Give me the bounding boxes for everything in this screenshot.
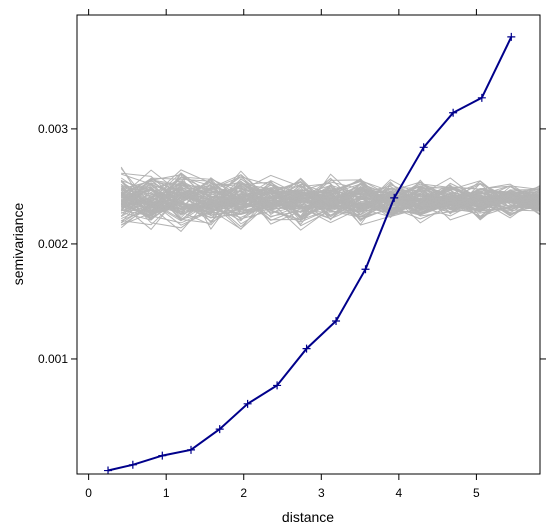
observed-point-marker (332, 317, 341, 325)
observed-point-marker (104, 466, 113, 475)
y-tick-label: 0.003 (38, 122, 68, 136)
observed-point-marker (243, 399, 252, 408)
simulated-line (121, 180, 541, 225)
x-tick-label: 0 (85, 486, 92, 500)
observed-point-marker (419, 143, 428, 152)
plot-frame (76, 14, 541, 475)
observed-point-marker (128, 460, 137, 469)
simulated-line (120, 190, 541, 226)
x-axis-title: distance (282, 509, 334, 525)
axes: 0 1 2 3 4 5 0.001 0.002 0.003 (38, 9, 546, 500)
observed-point-marker (477, 93, 486, 102)
simulated-line (121, 184, 541, 221)
observed-point-marker (187, 445, 196, 454)
x-tick-label: 2 (240, 486, 247, 500)
y-axis-title: semivariance (10, 203, 26, 286)
simulated-line (120, 183, 541, 211)
simulated-line (120, 187, 541, 233)
x-tick-label: 4 (396, 486, 403, 500)
observed-point-marker (361, 265, 370, 274)
x-tick-label: 1 (163, 486, 170, 500)
simulated-line (120, 176, 541, 219)
simulated-line (120, 181, 541, 221)
observed-point-marker (215, 425, 224, 434)
observed-point-marker (302, 344, 311, 353)
simulated-line (121, 186, 541, 226)
y-tick-label: 0.001 (38, 352, 68, 366)
simulated-line (120, 179, 541, 221)
observed-point-marker (158, 451, 167, 460)
observed-series (104, 32, 516, 475)
simulated-line (120, 181, 541, 224)
observed-line (107, 36, 513, 472)
x-tick-label: 5 (473, 486, 480, 500)
observed-point-marker (507, 32, 516, 41)
observed-point-marker (449, 108, 458, 117)
simulated-envelope-lines (120, 166, 541, 233)
observed-point-marker (273, 381, 282, 390)
y-tick-label: 0.002 (38, 237, 68, 251)
simulated-line (120, 180, 541, 222)
x-tick-label: 3 (318, 486, 325, 500)
observed-point-marker (390, 193, 399, 202)
